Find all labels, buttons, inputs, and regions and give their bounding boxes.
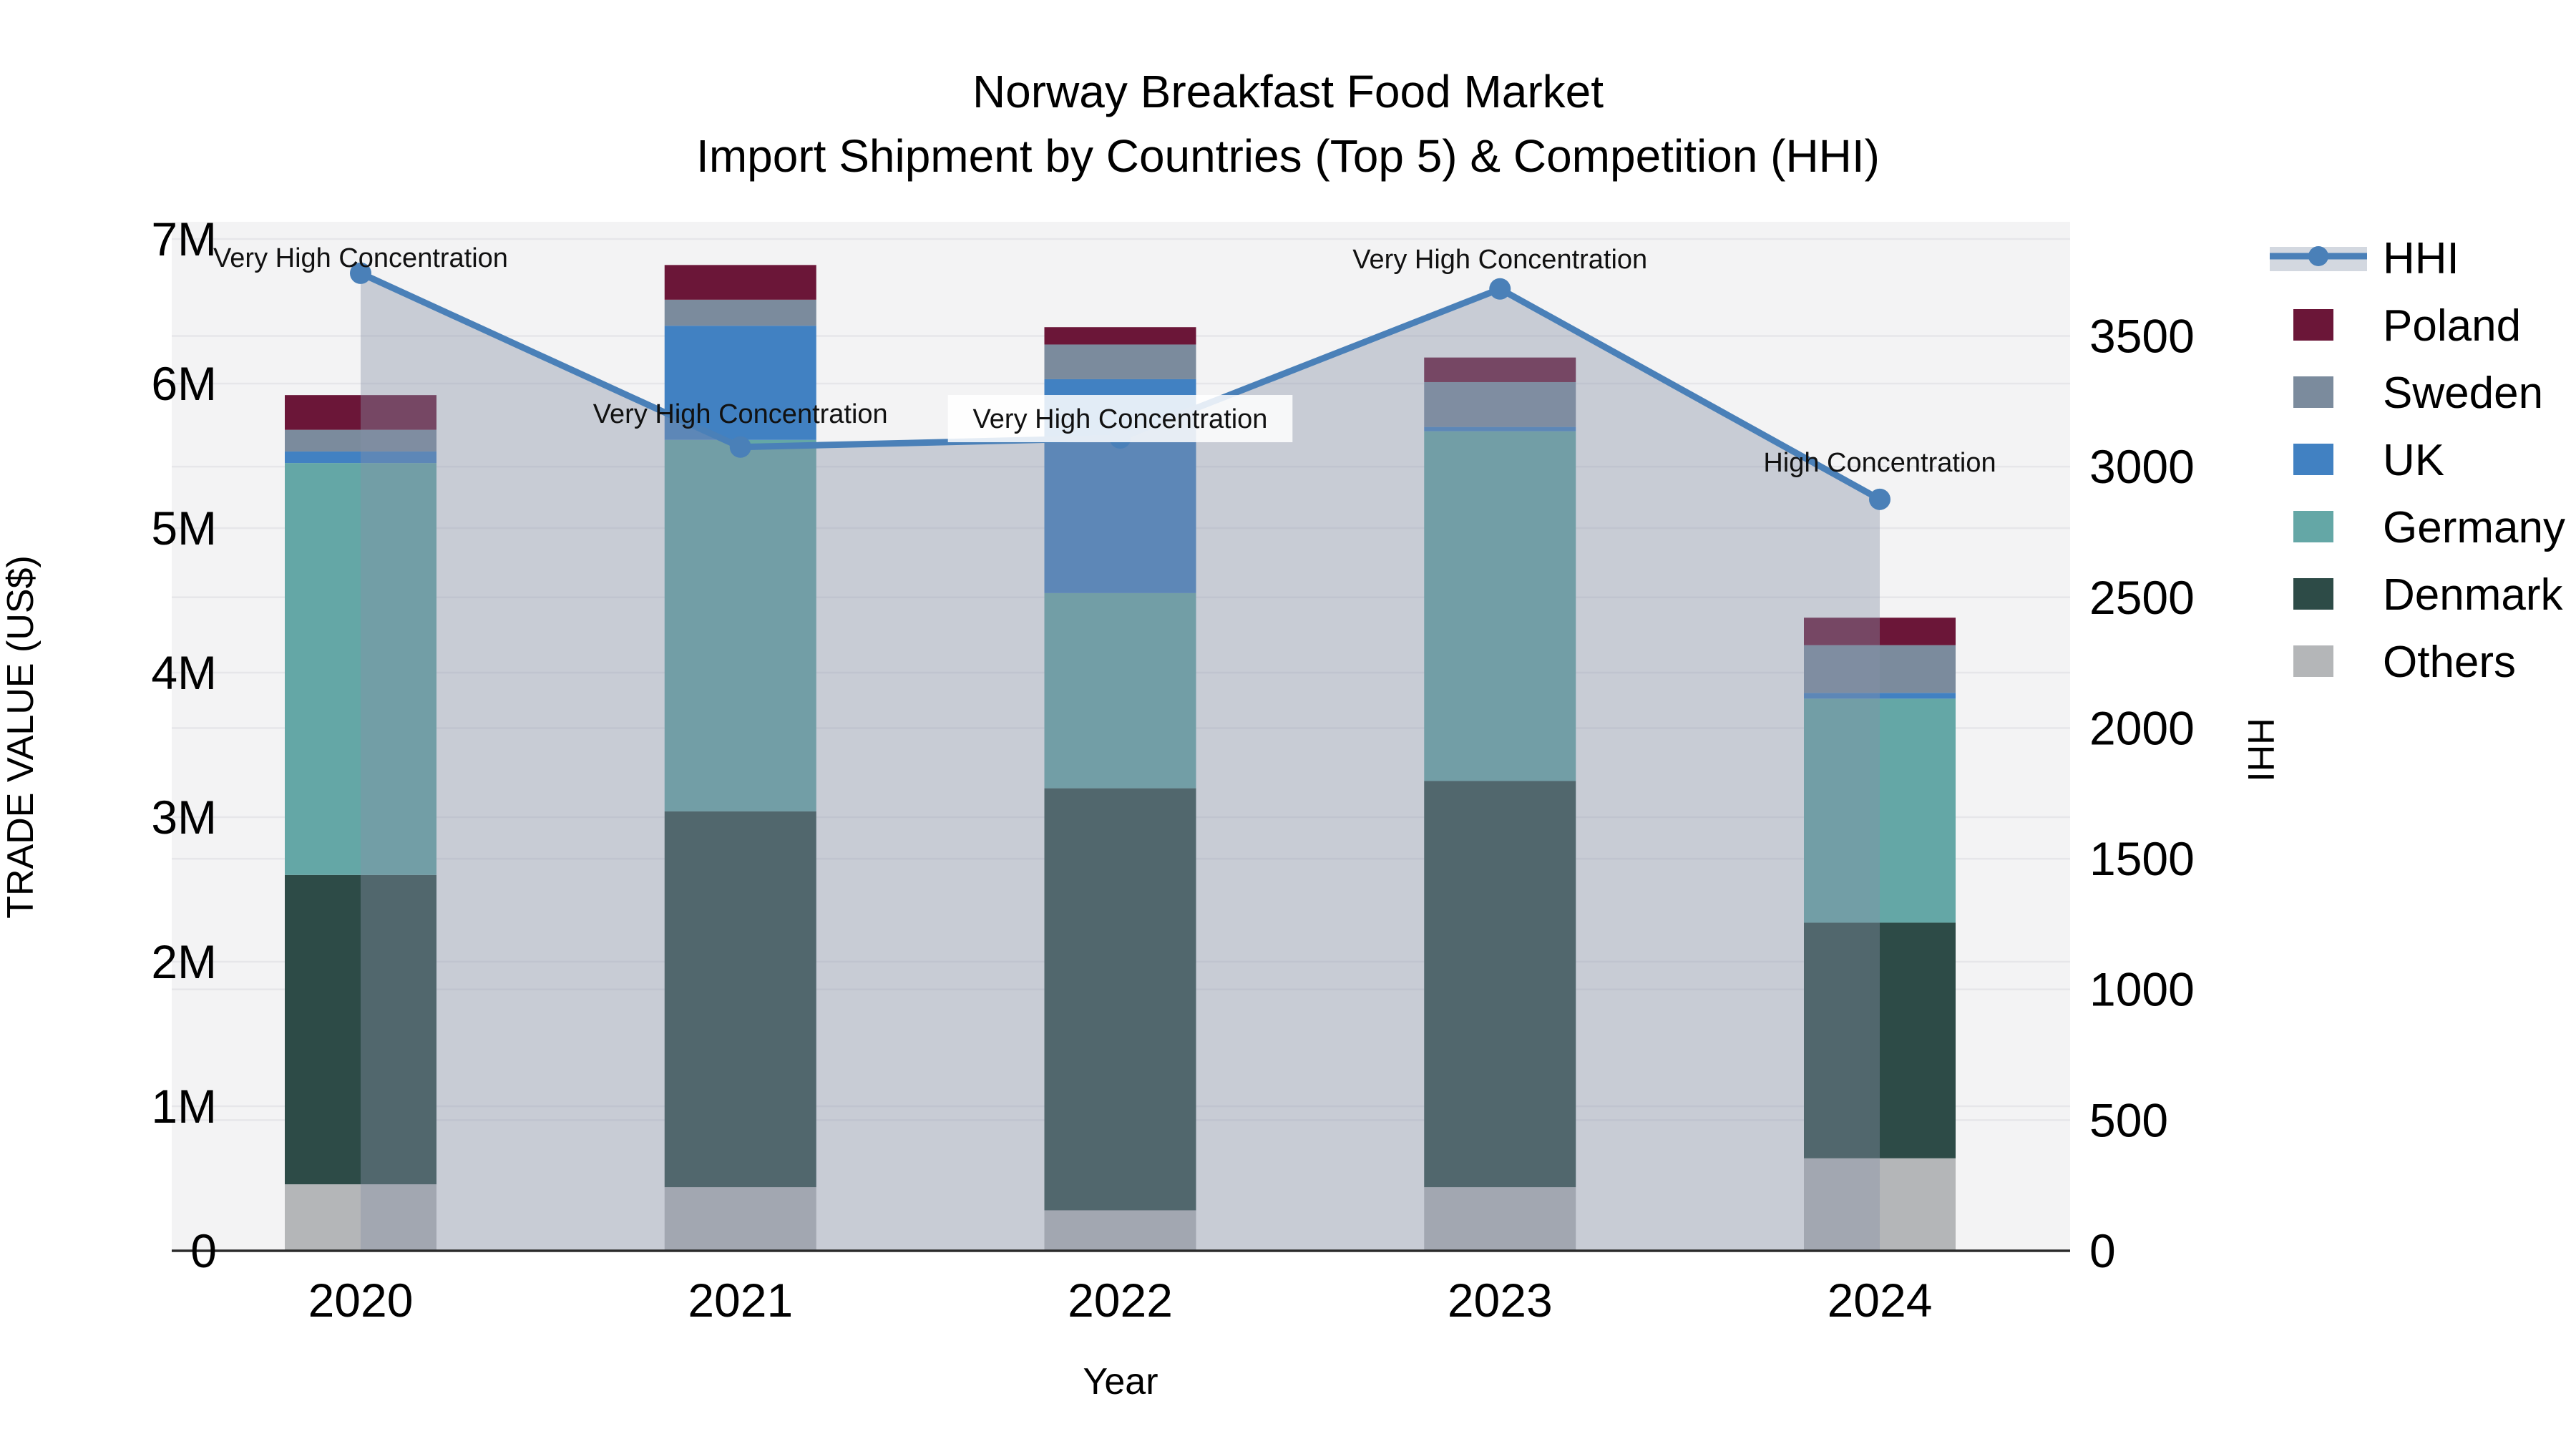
bar-segment-sweden-2020 — [285, 429, 436, 452]
legend-item-hhi: HHI — [2270, 234, 2459, 283]
y-left-tick-3M: 3M — [151, 791, 217, 844]
bar-segment-denmark-2021 — [664, 811, 816, 1188]
bar-segment-germany-2020 — [285, 463, 436, 875]
bar-segment-poland-2020 — [285, 395, 436, 430]
bar-segment-others-2023 — [1424, 1187, 1576, 1251]
bar-segment-poland-2024 — [1804, 618, 1956, 645]
bar-segment-others-2021 — [664, 1187, 816, 1251]
bar-segment-sweden-2021 — [664, 299, 816, 326]
y-left-tick-5M: 5M — [151, 502, 217, 555]
legend: HHI Poland Sweden UK Germany Denmark Others — [2270, 234, 2565, 687]
annotation-box-2022 — [947, 395, 1293, 442]
y-left-axis-title: TRADE VALUE (US$) — [0, 555, 42, 919]
legend-swatch-others — [2293, 645, 2333, 677]
y-right-tick-500: 500 — [2089, 1093, 2168, 1146]
x-tick-2024: 2024 — [1828, 1274, 1933, 1327]
legend-label-uk: UK — [2383, 436, 2444, 485]
legend-item-denmark: Denmark — [2293, 570, 2564, 620]
legend-label-germany: Germany — [2383, 503, 2565, 552]
bar-segment-uk-2023 — [1424, 426, 1576, 431]
bar-segment-denmark-2022 — [1044, 788, 1196, 1211]
hhi-point-2020 — [350, 262, 371, 284]
bar-segment-poland-2022 — [1044, 327, 1196, 345]
hhi-point-2023 — [1489, 278, 1511, 300]
legend-label-sweden: Sweden — [2383, 369, 2543, 418]
y-right-tick-3500: 3500 — [2089, 310, 2195, 363]
annotation-2023: Very High Concentration — [1352, 245, 1647, 275]
legend-label-hhi: HHI — [2383, 234, 2459, 283]
bar-segment-germany-2021 — [664, 439, 816, 811]
legend-label-others: Others — [2383, 638, 2516, 687]
legend-swatch-denmark — [2293, 578, 2333, 610]
y-left-tick-1M: 1M — [151, 1080, 217, 1133]
y-right-tick-3000: 3000 — [2089, 440, 2195, 493]
x-tick-2022: 2022 — [1068, 1274, 1173, 1327]
legend-label-denmark: Denmark — [2383, 570, 2564, 620]
legend-swatch-poland — [2293, 309, 2333, 341]
y-right-tick-1500: 1500 — [2089, 832, 2195, 885]
annotation-2024: High Concentration — [1763, 448, 1996, 478]
legend-item-germany: Germany — [2293, 503, 2565, 552]
bar-segment-germany-2022 — [1044, 592, 1196, 789]
bar-segment-uk-2024 — [1804, 693, 1956, 699]
y-right-tick-2000: 2000 — [2089, 701, 2195, 754]
bar-segment-others-2024 — [1804, 1158, 1956, 1251]
y-left-tick-7M: 7M — [151, 213, 217, 265]
y-left-tick-0: 0 — [190, 1224, 217, 1277]
legend-label-poland: Poland — [2383, 301, 2521, 351]
bar-segment-denmark-2023 — [1424, 781, 1576, 1188]
y-left-tick-4M: 4M — [151, 646, 217, 699]
bar-segment-poland-2023 — [1424, 357, 1576, 382]
legend-swatch-germany — [2293, 511, 2333, 542]
bar-segment-denmark-2024 — [1804, 922, 1956, 1158]
y-left-tick-6M: 6M — [151, 357, 217, 410]
bar-segment-others-2020 — [285, 1184, 436, 1251]
y-right-tick-1000: 1000 — [2089, 963, 2195, 1016]
legend-item-poland: Poland — [2293, 301, 2521, 351]
bar-segment-sweden-2024 — [1804, 645, 1956, 693]
plot-area: Very High Concentration Very High Concent… — [151, 213, 2195, 1327]
hhi-point-2021 — [729, 436, 751, 458]
hhi-area-fill — [361, 273, 1880, 1252]
y-right-tick-0: 0 — [2089, 1224, 2116, 1277]
legend-swatch-sweden — [2293, 376, 2333, 408]
y-left-tick-2M: 2M — [151, 935, 217, 988]
bar-segment-denmark-2020 — [285, 874, 436, 1185]
bar-segment-poland-2021 — [664, 265, 816, 300]
x-tick-2021: 2021 — [688, 1274, 793, 1327]
x-tick-2023: 2023 — [1448, 1274, 1553, 1327]
legend-item-sweden: Sweden — [2293, 369, 2543, 418]
x-axis-title: Year — [1083, 1361, 1158, 1402]
annotation-2021: Very High Concentration — [593, 399, 888, 429]
chart-title: Norway Breakfast Food Market — [972, 66, 1604, 117]
annotation-2022: Very High Concentration — [973, 404, 1268, 434]
annotation-2020: Very High Concentration — [213, 243, 508, 273]
bar-segment-uk-2020 — [285, 451, 436, 464]
x-tick-2020: 2020 — [308, 1274, 414, 1327]
hhi-point-2024 — [1869, 488, 1890, 510]
hhi-marker-swatch — [2308, 246, 2328, 266]
legend-item-others: Others — [2293, 638, 2516, 687]
y-right-axis-title: HHI — [2240, 718, 2281, 782]
bar-segment-sweden-2022 — [1044, 344, 1196, 379]
bar-segment-germany-2023 — [1424, 431, 1576, 781]
bar-segment-germany-2024 — [1804, 698, 1956, 923]
bar-segment-sweden-2023 — [1424, 381, 1576, 427]
legend-item-uk: UK — [2293, 436, 2444, 485]
y-right-tick-2500: 2500 — [2089, 571, 2195, 624]
chart-subtitle: Import Shipment by Countries (Top 5) & C… — [696, 130, 1880, 182]
legend-swatch-uk — [2293, 444, 2333, 475]
bar-segment-others-2022 — [1044, 1210, 1196, 1251]
